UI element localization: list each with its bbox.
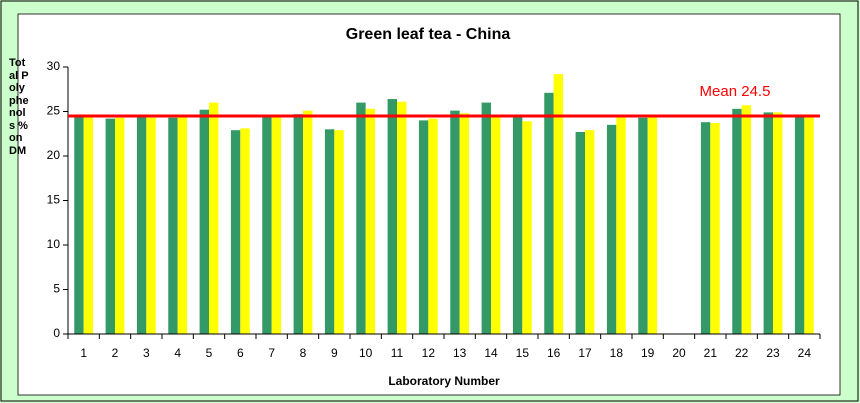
bar xyxy=(230,130,241,334)
y-tick-label: 15 xyxy=(47,193,61,207)
y-tick-label: 30 xyxy=(47,59,61,73)
bar xyxy=(763,112,773,334)
bar xyxy=(773,112,783,334)
y-axis-label: Total Polyphenols % on DM xyxy=(9,57,29,157)
bar xyxy=(575,131,585,334)
bar xyxy=(428,118,438,335)
x-tick-label: 12 xyxy=(422,346,436,360)
x-tick-label: 2 xyxy=(112,346,119,360)
x-tick-label: 19 xyxy=(641,346,655,360)
bar xyxy=(115,117,125,334)
bar xyxy=(146,117,156,334)
x-tick-label: 23 xyxy=(766,346,780,360)
x-tick-label: 4 xyxy=(174,346,181,360)
chart-title: Green leaf tea - China xyxy=(346,26,511,43)
x-tick-label: 14 xyxy=(484,346,498,360)
x-tick-label: 11 xyxy=(391,346,404,360)
bar xyxy=(199,109,209,334)
bar xyxy=(209,102,219,334)
x-tick-label: 18 xyxy=(610,346,624,360)
bar xyxy=(638,117,648,334)
bar xyxy=(606,124,617,334)
bar xyxy=(387,99,397,334)
x-tick-label: 8 xyxy=(300,346,307,360)
bar xyxy=(303,110,313,334)
bar xyxy=(804,116,814,334)
x-axis-label: Laboratory Number xyxy=(388,374,500,388)
y-tick-label: 20 xyxy=(47,148,61,162)
bar xyxy=(450,110,460,334)
bar xyxy=(365,108,376,334)
y-tick-label: 10 xyxy=(47,237,61,251)
bar xyxy=(710,123,720,334)
bar xyxy=(136,115,147,334)
x-tick-label: 1 xyxy=(80,346,87,360)
bar xyxy=(794,115,805,334)
bar xyxy=(700,122,711,335)
bar xyxy=(418,120,429,335)
x-tick-label: 13 xyxy=(453,346,467,360)
bar xyxy=(459,113,470,334)
x-tick-label: 21 xyxy=(704,346,718,360)
x-tick-label: 22 xyxy=(735,346,749,360)
bar xyxy=(397,101,407,335)
bar xyxy=(647,115,658,334)
x-tick-label: 7 xyxy=(268,346,275,360)
x-tick-label: 20 xyxy=(672,346,686,360)
bar xyxy=(262,115,272,334)
x-tick-label: 15 xyxy=(516,346,530,360)
bar xyxy=(491,115,501,334)
bar xyxy=(240,128,250,334)
bar xyxy=(732,108,742,334)
bar xyxy=(553,74,564,335)
x-tick-label: 5 xyxy=(206,346,213,360)
bar xyxy=(585,130,595,334)
y-tick-label: 25 xyxy=(47,104,61,118)
bar xyxy=(177,116,188,334)
x-tick-label: 6 xyxy=(237,346,244,360)
x-tick-label: 16 xyxy=(547,346,561,360)
x-tick-label: 10 xyxy=(359,346,373,360)
bar xyxy=(616,115,626,334)
bar xyxy=(334,130,344,334)
bar xyxy=(271,115,282,334)
bar xyxy=(168,117,178,334)
bar xyxy=(512,116,523,334)
x-tick-label: 9 xyxy=(331,346,338,360)
bar xyxy=(74,116,84,334)
y-tick-label: 5 xyxy=(53,282,60,296)
bar xyxy=(356,102,366,334)
mean-label: Mean 24.5 xyxy=(700,83,771,100)
bar xyxy=(83,116,94,334)
x-tick-label: 3 xyxy=(143,346,150,360)
y-tick-label: 0 xyxy=(53,326,60,340)
bar xyxy=(105,118,115,335)
bar xyxy=(544,92,554,334)
bar xyxy=(324,129,335,334)
bar xyxy=(481,102,491,334)
bar xyxy=(293,114,303,334)
x-tick-label: 17 xyxy=(578,346,592,360)
x-tick-label: 24 xyxy=(798,346,812,360)
bar xyxy=(741,105,752,335)
bar xyxy=(522,121,532,334)
